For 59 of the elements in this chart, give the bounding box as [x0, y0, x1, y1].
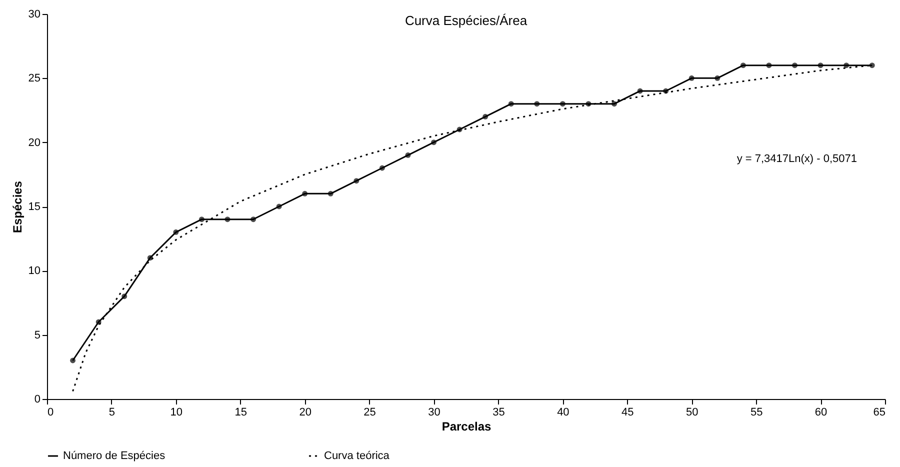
y-tick-label: 15 — [28, 201, 40, 213]
x-tick-label: 30 — [428, 406, 440, 418]
point — [766, 62, 772, 68]
x-tick-label: 55 — [750, 406, 763, 418]
point — [482, 114, 488, 120]
x-tick-label: 60 — [814, 406, 828, 418]
point — [431, 140, 437, 146]
x-tick-label: 20 — [299, 406, 312, 418]
x-tick-label: 50 — [686, 406, 698, 418]
point — [122, 294, 128, 300]
y-tick-label: 25 — [28, 72, 40, 85]
legend-label: Curva teórica — [324, 450, 390, 462]
point — [844, 62, 850, 68]
point — [740, 62, 746, 68]
point — [612, 101, 617, 107]
point — [792, 62, 798, 68]
point — [96, 319, 102, 325]
y-axis-title: Espécies — [10, 180, 24, 234]
point — [276, 204, 282, 210]
y-tick-label: 20 — [28, 136, 40, 149]
point — [663, 88, 669, 94]
point — [714, 75, 720, 81]
point — [302, 190, 308, 196]
point — [688, 75, 694, 81]
point — [173, 229, 179, 235]
y-tick-label: 5 — [34, 329, 40, 342]
point — [147, 255, 153, 261]
x-tick-label: 40 — [557, 406, 570, 418]
x-tick-label: 10 — [170, 406, 183, 418]
point — [818, 62, 824, 68]
point — [224, 216, 230, 222]
y-tick-label: 0 — [34, 394, 40, 406]
x-tick-label: 0 — [48, 406, 54, 418]
point — [508, 101, 514, 107]
chart-title: Curva Espécies/Área — [404, 13, 528, 28]
x-tick-label: 25 — [364, 406, 376, 418]
y-tick-label: 10 — [28, 265, 40, 278]
point — [534, 101, 540, 107]
x-tick-label: 45 — [622, 406, 634, 418]
point — [637, 88, 643, 94]
point — [250, 216, 256, 222]
x-tick-label: 65 — [873, 406, 886, 418]
point — [328, 190, 334, 196]
point — [405, 152, 411, 158]
point — [869, 62, 875, 68]
y-tick-label: 30 — [28, 8, 40, 20]
point — [354, 178, 360, 184]
x-axis-title: Parcelas — [442, 420, 492, 434]
annotation: y = 7,3417Ln(x) - 0,5071 — [736, 153, 857, 165]
point — [198, 216, 204, 222]
point — [379, 165, 385, 171]
x-tick-label: 15 — [234, 406, 248, 418]
legend-label: Número de Espécies — [63, 450, 166, 462]
point — [456, 126, 462, 132]
point — [586, 101, 592, 107]
x-tick-label: 5 — [108, 406, 116, 418]
point — [560, 101, 566, 107]
point — [70, 358, 76, 364]
x-tick-label: 35 — [492, 406, 505, 418]
